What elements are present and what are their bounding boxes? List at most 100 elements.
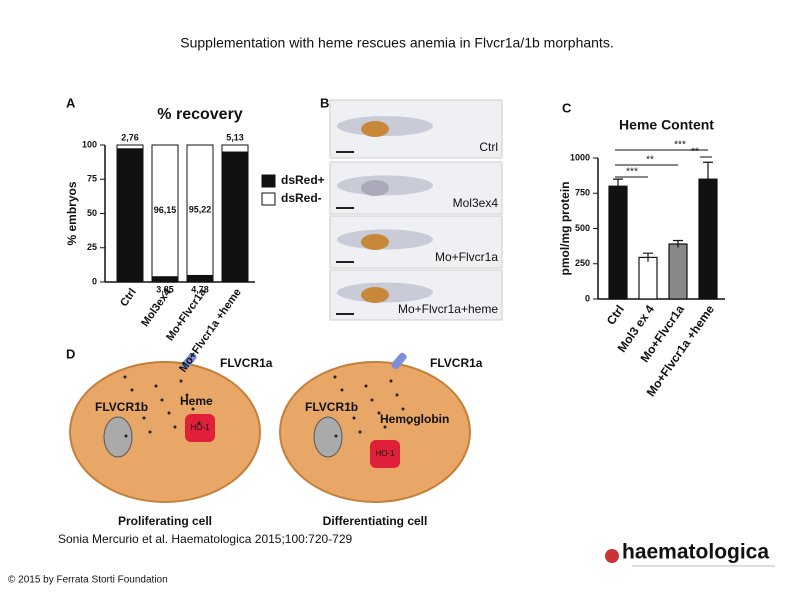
y-axis-label: % embryos bbox=[65, 181, 79, 245]
receptor bbox=[181, 352, 197, 370]
inner-transporter: FLVCR1b bbox=[305, 400, 358, 414]
heme-dot bbox=[154, 384, 158, 388]
molecule: Heme bbox=[180, 394, 213, 408]
x-tick-label: Ctrl bbox=[118, 287, 139, 309]
y-axis-label: pmol/mg protein bbox=[558, 182, 572, 276]
heme-dot bbox=[401, 407, 405, 411]
heme-dot bbox=[160, 398, 164, 402]
legend-swatch bbox=[261, 174, 276, 188]
heme-dot bbox=[383, 425, 387, 429]
bar-segment bbox=[116, 144, 144, 150]
significance-label: *** bbox=[626, 167, 638, 178]
error-bar bbox=[643, 252, 653, 262]
logo: haematologica bbox=[622, 541, 769, 564]
heme-dot bbox=[130, 388, 134, 392]
image-label: Mo+Flvcr1a+heme bbox=[398, 302, 498, 316]
bar bbox=[668, 243, 688, 300]
image-label: Mo+Flvcr1a bbox=[435, 250, 498, 264]
enzyme-shape bbox=[370, 440, 400, 468]
heme-dot bbox=[197, 421, 201, 425]
heme-dot bbox=[389, 379, 393, 383]
heme-dot bbox=[352, 416, 356, 420]
molecule: Hemoglobin bbox=[380, 412, 449, 426]
mitochondrion bbox=[313, 416, 343, 458]
heme-dot bbox=[407, 421, 411, 425]
heme-dot bbox=[179, 379, 183, 383]
bar-segment bbox=[151, 276, 179, 283]
heme-dot bbox=[333, 375, 337, 379]
embryo-yolk bbox=[361, 234, 389, 250]
heme-dot bbox=[148, 430, 152, 434]
bar-segment bbox=[186, 144, 214, 276]
copyright: © 2015 by Ferrata Storti Foundation bbox=[8, 575, 168, 586]
heme-dot bbox=[191, 407, 195, 411]
enzyme: HO-1 bbox=[375, 449, 395, 458]
panel-label: B bbox=[320, 95, 329, 110]
y-tick-label: 50 bbox=[87, 208, 97, 218]
citation: Sonia Mercurio et al. Haematologica 2015… bbox=[58, 532, 353, 546]
y-tick-label: 75 bbox=[87, 174, 97, 184]
y-tick-label: 500 bbox=[575, 223, 590, 233]
bar bbox=[638, 256, 658, 300]
heme-dot bbox=[167, 411, 171, 415]
legend-label: dsRed- bbox=[281, 191, 322, 205]
logo-icon bbox=[605, 549, 619, 563]
image-label: Ctrl bbox=[479, 140, 498, 154]
heme-dot bbox=[142, 416, 146, 420]
cell bbox=[279, 361, 471, 503]
heme-dot bbox=[346, 402, 350, 406]
legend-label: dsRed+ bbox=[281, 173, 325, 187]
value-label: 94,87 bbox=[224, 211, 247, 221]
y-tick-label: 0 bbox=[92, 276, 97, 286]
panel-label: D bbox=[66, 346, 75, 361]
x-tick-label: Ctrl bbox=[604, 303, 627, 328]
error-bar bbox=[613, 178, 623, 194]
y-tick-label: 750 bbox=[575, 188, 590, 198]
y-tick-label: 250 bbox=[575, 258, 590, 268]
value-label: 2,76 bbox=[121, 132, 139, 142]
bar-segment bbox=[221, 144, 249, 153]
bar bbox=[608, 185, 628, 300]
outer-transporter: FLVCR1a bbox=[220, 356, 273, 370]
heme-dot bbox=[123, 375, 127, 379]
embryo-yolk bbox=[361, 121, 389, 137]
bar-segment bbox=[186, 274, 214, 283]
value-label: 95,22 bbox=[189, 205, 212, 215]
heme-dot bbox=[334, 434, 338, 438]
panel-label: A bbox=[66, 95, 76, 110]
mitochondrion bbox=[103, 416, 133, 458]
cell-name: Differentiating cell bbox=[323, 514, 428, 528]
y-tick-label: 0 bbox=[585, 293, 590, 303]
legend-swatch bbox=[261, 192, 276, 206]
significance-label: *** bbox=[674, 140, 686, 151]
error-bar bbox=[703, 161, 713, 197]
value-label: 4,78 bbox=[191, 284, 209, 294]
error-bar bbox=[673, 239, 683, 248]
heme-dot bbox=[377, 411, 381, 415]
enzyme-shape bbox=[185, 414, 215, 442]
cell-name: Proliferating cell bbox=[118, 514, 212, 528]
inner-transporter: FLVCR1b bbox=[95, 400, 148, 414]
bar bbox=[698, 178, 718, 300]
enzyme: HO-1 bbox=[190, 423, 210, 432]
heme-dot bbox=[173, 425, 177, 429]
outer-transporter: FLVCR1a bbox=[430, 356, 483, 370]
image-label: Mol3ex4 bbox=[453, 196, 499, 210]
y-tick-label: 1000 bbox=[570, 152, 590, 162]
cell bbox=[69, 361, 261, 503]
bar-segment bbox=[151, 144, 179, 278]
heme-dot bbox=[185, 393, 189, 397]
heme-dot bbox=[340, 388, 344, 392]
panel-label: C bbox=[562, 100, 572, 115]
chart-title: Heme Content bbox=[619, 117, 714, 133]
chart-title: % recovery bbox=[157, 106, 242, 123]
heme-dot bbox=[358, 430, 362, 434]
y-tick-label: 100 bbox=[82, 139, 97, 149]
slide-title: Supplementation with heme rescues anemia… bbox=[180, 35, 613, 51]
value-label: 3,85 bbox=[156, 284, 174, 294]
heme-dot bbox=[136, 402, 140, 406]
y-tick-label: 25 bbox=[87, 242, 97, 252]
heme-dot bbox=[124, 434, 128, 438]
